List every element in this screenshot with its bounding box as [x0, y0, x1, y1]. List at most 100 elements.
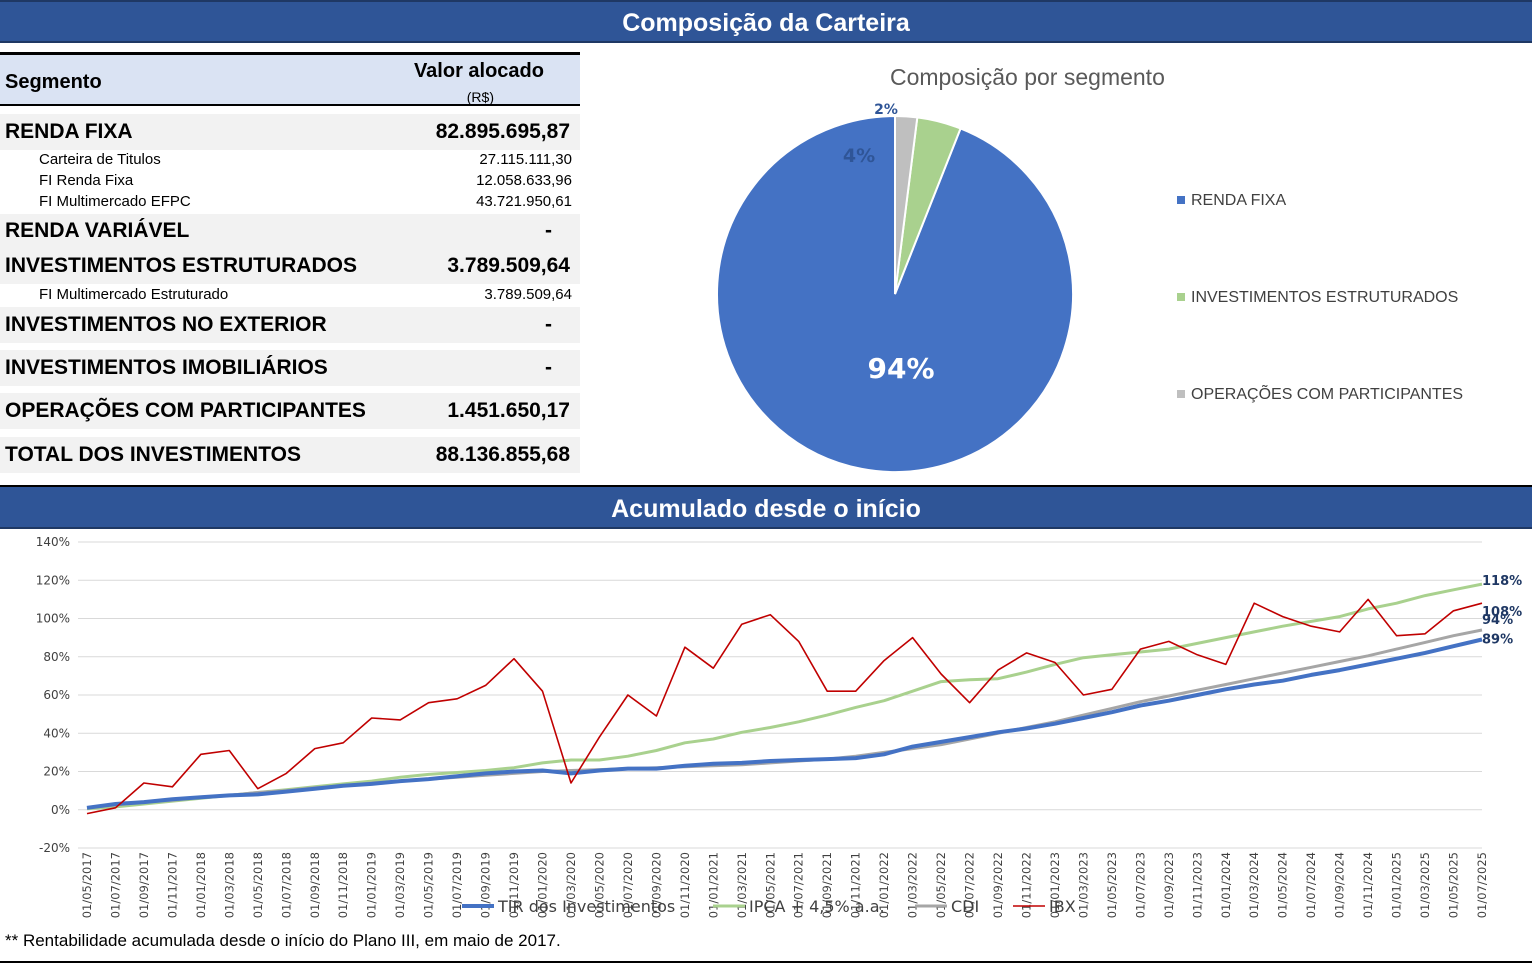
y-tick-label: 40%	[43, 726, 70, 740]
pie-legend-item: INVESTIMENTOS ESTRUTURADOS	[1177, 289, 1458, 307]
legend-label: CDI	[951, 897, 979, 916]
x-tick-label: 01/07/2018	[279, 852, 293, 918]
pie-data-label: 94%	[867, 352, 934, 385]
x-tick-label: 01/05/2022	[934, 852, 948, 918]
pie-data-label: 4%	[843, 145, 875, 167]
line-chart: -20% 0% 20% 40% 60% 80% 100% 120% 140% 01/05/2017…	[36, 535, 1522, 918]
pie-legend-item: RENDA FIXA	[1177, 192, 1286, 210]
x-tick-label: 01/11/2024	[1361, 852, 1375, 918]
x-tick-label: 01/01/2025	[1390, 852, 1404, 918]
value-unit-header: (R$)	[466, 89, 494, 105]
row-label: RENDA VARIÁVEL	[5, 219, 190, 242]
x-tick-label: 01/09/2021	[820, 852, 834, 918]
x-tick-label: 01/09/2023	[1162, 852, 1176, 918]
row-label: FI Multimercado EFPC	[39, 193, 191, 210]
table-row-investimentos-imobiliarios: INVESTIMENTOS IMOBILIÁRIOS -	[0, 350, 580, 386]
y-tick-label: 100%	[36, 612, 70, 626]
x-tick-label: 01/07/2022	[963, 852, 977, 918]
x-tick-label: 01/03/2018	[222, 852, 236, 918]
series-end-label: 94%	[1482, 613, 1513, 628]
y-tick-label: 20%	[43, 765, 70, 779]
legend-label: OPERAÇÕES COM PARTICIPANTES	[1191, 386, 1464, 403]
series-line	[86, 598, 1483, 815]
x-tick-label: 01/01/2021	[706, 852, 720, 918]
table-row-fi-multimercado-efpc: FI Multimercado EFPC 43.721.950,61	[0, 192, 580, 212]
pie-data-label: 2%	[874, 102, 898, 118]
x-tick-label: 01/07/2023	[1133, 852, 1147, 918]
x-tick-label: 01/01/2019	[365, 852, 379, 918]
x-tick-label: 01/09/2019	[479, 852, 493, 918]
x-tick-label: 01/05/2021	[763, 852, 777, 918]
x-tick-label: 01/09/2018	[308, 852, 322, 918]
x-tick-label: 01/01/2020	[536, 852, 550, 918]
row-value: -	[545, 313, 552, 336]
x-tick-label: 01/07/2021	[792, 852, 806, 918]
row-value: 3.789.509,64	[484, 286, 572, 303]
legend-label: TIR dos Investimentos	[497, 897, 675, 916]
x-tick-label: 01/11/2022	[1019, 852, 1033, 918]
x-tick-label: 01/11/2019	[507, 852, 521, 918]
y-tick-label: 80%	[43, 650, 70, 664]
pie-slice	[894, 114, 919, 295]
x-tick-label: 01/03/2021	[735, 852, 749, 918]
table-row-fi-renda-fixa: FI Renda Fixa 12.058.633,96	[0, 171, 580, 191]
bottom-divider	[0, 961, 1532, 963]
legend-swatch-icon	[1177, 390, 1185, 398]
pie-slice	[716, 114, 1074, 473]
x-tick-label: 01/01/2023	[1048, 852, 1062, 918]
x-tick-label: 01/05/2017	[80, 852, 94, 918]
pie-chart-title: Composição por segmento	[890, 64, 1165, 90]
x-tick-label: 01/09/2017	[137, 852, 151, 918]
table-row-total: TOTAL DOS INVESTIMENTOS 88.136.855,68	[0, 437, 580, 473]
row-label: OPERAÇÕES COM PARTICIPANTES	[5, 399, 366, 422]
series-line	[86, 637, 1483, 810]
composition-banner: Composição da Carteira	[0, 0, 1532, 43]
y-tick-label: 0%	[51, 803, 70, 817]
row-value: 88.136.855,68	[435, 443, 570, 466]
pie-legend-item: OPERAÇÕES COM PARTICIPANTES	[1177, 386, 1463, 404]
legend-label: INVESTIMENTOS ESTRUTURADOS	[1191, 289, 1459, 306]
x-tick-label: 01/03/2019	[393, 852, 407, 918]
row-value: 27.115.111,30	[479, 151, 572, 168]
row-value: 12.058.633,96	[476, 172, 572, 189]
x-tick-label: 01/11/2018	[336, 852, 350, 918]
series-end-label: 89%	[1482, 633, 1513, 648]
x-tick-label: 01/05/2024	[1276, 852, 1290, 918]
row-value: 3.789.509,64	[447, 254, 570, 277]
x-tick-label: 01/07/2017	[108, 852, 122, 918]
legend-label: IPCA + 4,5% a.a.	[749, 897, 885, 916]
x-tick-label: 01/03/2024	[1247, 852, 1261, 918]
row-label: INVESTIMENTOS NO EXTERIOR	[5, 313, 327, 336]
x-tick-label: 01/05/2019	[422, 852, 436, 918]
row-value: 1.451.650,17	[447, 399, 570, 422]
row-label: TOTAL DOS INVESTIMENTOS	[5, 443, 301, 466]
x-tick-label: 01/03/2022	[906, 852, 920, 918]
row-label: FI Renda Fixa	[39, 172, 134, 189]
y-tick-label: 60%	[43, 688, 70, 702]
x-tick-label: 01/11/2023	[1190, 852, 1204, 918]
row-value: 82.895.695,87	[435, 120, 570, 143]
x-tick-label: 01/11/2021	[849, 852, 863, 918]
row-label: INVESTIMENTOS IMOBILIÁRIOS	[5, 356, 328, 379]
footnote: ** Rentabilidade acumulada desde o iníci…	[5, 931, 561, 950]
row-value: -	[545, 219, 552, 242]
legend-swatch-icon	[1177, 196, 1185, 204]
pie-chart: 94% 4% 2%	[716, 102, 1074, 473]
x-tick-label: 01/09/2022	[991, 852, 1005, 918]
x-tick-label: 01/03/2025	[1418, 852, 1432, 918]
table-row-investimentos-estruturados: INVESTIMENTOS ESTRUTURADOS 3.789.509,64	[0, 248, 580, 284]
x-tick-label: 01/09/2020	[649, 852, 663, 918]
x-tick-label: 01/11/2017	[165, 852, 179, 918]
row-label: INVESTIMENTOS ESTRUTURADOS	[5, 254, 357, 277]
series-line	[86, 582, 1483, 811]
accumulated-banner: Acumulado desde o início	[0, 485, 1532, 529]
y-tick-label: 120%	[36, 573, 70, 587]
x-tick-label: 01/05/2020	[592, 852, 606, 918]
y-tick-label: 140%	[36, 535, 70, 549]
x-tick-label: 01/01/2018	[194, 852, 208, 918]
table-row-renda-variavel: RENDA VARIÁVEL -	[0, 214, 580, 248]
x-tick-label: 01/07/2025	[1475, 852, 1489, 918]
series-end-label: 118%	[1482, 574, 1522, 589]
y-tick-label: -20%	[39, 841, 70, 855]
row-label: FI Multimercado Estruturado	[39, 286, 229, 303]
